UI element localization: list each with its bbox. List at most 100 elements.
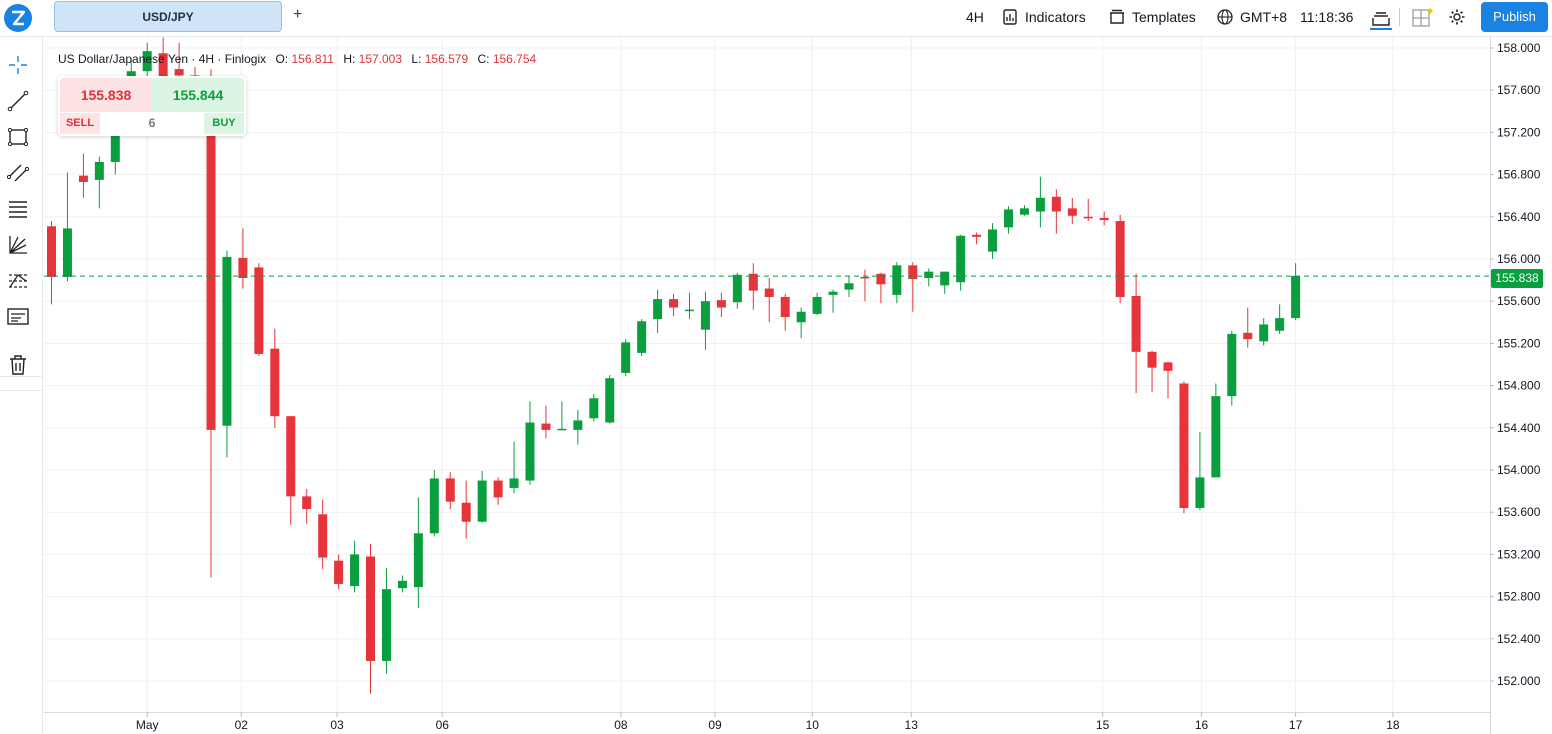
text-note-icon[interactable] <box>6 305 30 329</box>
candle-body <box>589 398 599 419</box>
toolbar-divider <box>0 390 42 391</box>
candle-body <box>1259 324 1269 342</box>
add-tab-button[interactable]: + <box>293 6 303 23</box>
candle-body <box>557 428 567 431</box>
candle-body <box>270 348 280 417</box>
candle-body <box>605 378 615 423</box>
timezone-selector[interactable]: GMT+8 <box>1240 9 1288 25</box>
candle-body <box>716 300 726 308</box>
gear-icon[interactable] <box>1448 8 1466 31</box>
legend-high-value: 157.003 <box>358 52 403 66</box>
rectangle-icon[interactable] <box>6 125 30 149</box>
candle-body <box>700 301 710 330</box>
candle-body <box>47 226 56 277</box>
candle-body <box>828 291 838 295</box>
candle-body <box>397 580 407 589</box>
candle-body <box>1099 217 1109 220</box>
drawing-toolbar <box>0 37 43 734</box>
price-tick-label: 154.000 <box>1497 463 1541 477</box>
candle-body <box>1131 295 1141 352</box>
chart-grid <box>44 37 1490 712</box>
price-tick-label: 152.000 <box>1497 674 1541 688</box>
candle-body <box>158 53 168 80</box>
interval-selector[interactable]: 4H <box>966 9 984 25</box>
toolbar-divider <box>1399 8 1400 26</box>
templates-icon[interactable] <box>1108 8 1126 31</box>
layers-icon[interactable] <box>1370 8 1392 35</box>
clock-readout: 11:18:36 <box>1300 9 1354 25</box>
candle-body <box>1227 333 1237 397</box>
pattern-icon[interactable] <box>6 269 30 293</box>
candle-body <box>509 478 519 488</box>
candle-body <box>366 556 375 661</box>
time-tick-label: 02 <box>235 718 249 732</box>
publish-button[interactable]: Publish <box>1481 2 1548 32</box>
templates-button[interactable]: Templates <box>1132 9 1196 25</box>
price-tick-label: 155.200 <box>1497 336 1541 350</box>
quantity-input[interactable]: 6 <box>148 116 156 130</box>
candle-body <box>1195 477 1205 508</box>
price-tick-label: 152.800 <box>1497 590 1541 604</box>
time-tick-label: 09 <box>708 718 722 732</box>
crosshair-icon[interactable] <box>6 53 30 77</box>
candle-body <box>525 422 535 481</box>
trash-icon[interactable] <box>6 353 30 377</box>
time-tick-label: 10 <box>806 718 820 732</box>
candle-body <box>350 554 360 587</box>
price-tick-label: 153.200 <box>1497 547 1541 561</box>
sell-button[interactable]: SELL <box>60 113 100 134</box>
candle-body <box>621 342 631 373</box>
candle-body <box>254 267 264 354</box>
candle-body <box>972 234 982 237</box>
candle-body <box>732 274 742 303</box>
symbol-tab[interactable]: USD/JPY <box>54 1 282 32</box>
candle-body <box>988 229 998 252</box>
time-tick-label: 17 <box>1289 718 1303 732</box>
fib-levels-icon[interactable] <box>6 197 30 221</box>
candle-body <box>541 423 551 430</box>
layout-grid-icon[interactable] <box>1412 8 1434 33</box>
candle-body <box>669 299 679 308</box>
legend-low-value: 156.579 <box>424 52 469 66</box>
buy-button[interactable]: BUY <box>204 113 244 134</box>
candle-body <box>94 161 104 180</box>
candle-body <box>1147 351 1157 368</box>
indicators-button[interactable]: Indicators <box>1025 9 1086 25</box>
candle-body <box>940 271 950 286</box>
candle-body <box>860 276 870 279</box>
candle-body <box>908 265 918 280</box>
time-tick-label: 08 <box>614 718 628 732</box>
legend-open-label: O: <box>275 52 289 66</box>
sell-price-button[interactable]: 155.838 <box>60 78 152 112</box>
fan-icon[interactable] <box>6 233 30 257</box>
candle-body <box>653 299 663 320</box>
candle-body <box>222 256 232 426</box>
candle-body <box>637 321 647 353</box>
candle-body <box>1083 216 1093 219</box>
candle-body <box>142 51 152 72</box>
candle-body <box>318 514 328 558</box>
candle-body <box>956 235 966 283</box>
candle-body <box>764 288 774 297</box>
buy-price-button[interactable]: 155.844 <box>152 78 244 112</box>
globe-icon[interactable] <box>1216 8 1234 31</box>
channel-icon[interactable] <box>6 161 30 185</box>
price-tick-label: 155.600 <box>1497 294 1541 308</box>
candle-body <box>286 416 296 497</box>
candle-body <box>174 69 184 76</box>
price-tick-label: 152.400 <box>1497 632 1541 646</box>
price-tick-label: 157.600 <box>1497 83 1541 97</box>
candle-body <box>796 311 806 323</box>
legend-title: US Dollar/Japanese Yen · 4H · Finlogix <box>58 52 267 66</box>
candle-body <box>461 502 471 522</box>
candle-body <box>685 309 694 312</box>
trade-widget: 155.838 155.844 SELL 6 BUY <box>58 76 246 136</box>
candle-body <box>748 273 758 291</box>
candle-body <box>812 296 822 314</box>
finlogix-logo-icon[interactable] <box>4 4 32 32</box>
candle-body <box>1179 383 1189 508</box>
indicators-icon[interactable] <box>1002 8 1018 31</box>
candle-body <box>413 533 423 588</box>
trendline-icon[interactable] <box>6 89 30 113</box>
